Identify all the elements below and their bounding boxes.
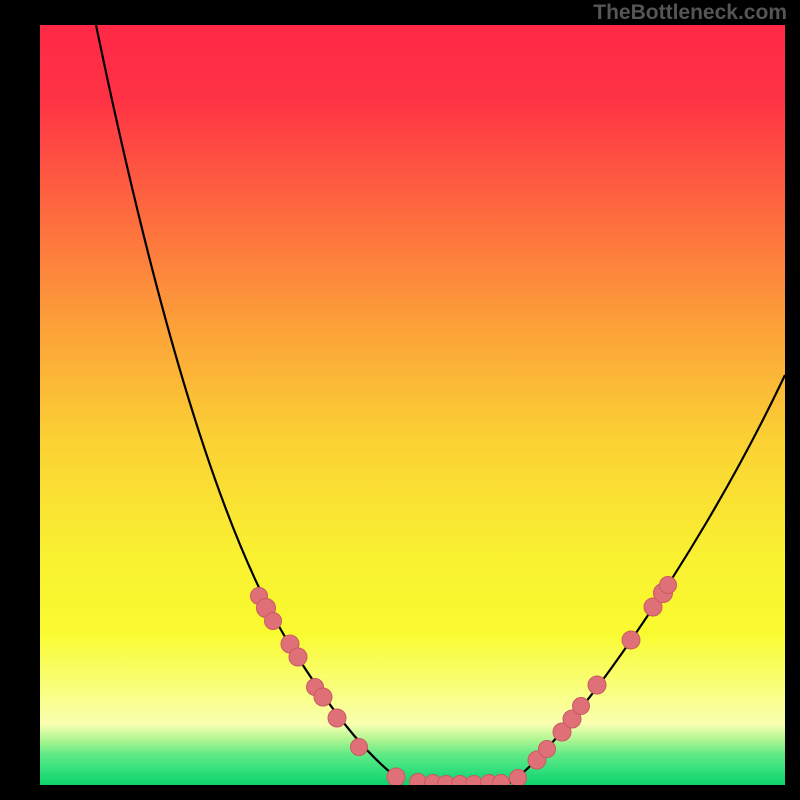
scatter-point <box>588 676 606 694</box>
gradient-background <box>40 25 785 785</box>
scatter-point <box>573 698 590 715</box>
scatter-point <box>510 770 527 786</box>
scatter-point <box>314 688 332 706</box>
scatter-point <box>328 709 346 727</box>
chart-container: TheBottleneck.com <box>0 0 800 800</box>
watermark-text: TheBottleneck.com <box>593 1 787 25</box>
scatter-point <box>387 768 405 785</box>
scatter-point <box>265 613 282 630</box>
scatter-point <box>289 648 307 666</box>
scatter-point <box>351 739 368 756</box>
scatter-point <box>660 577 677 594</box>
plot-svg <box>40 25 785 785</box>
scatter-point <box>539 741 556 758</box>
scatter-point <box>622 631 640 649</box>
